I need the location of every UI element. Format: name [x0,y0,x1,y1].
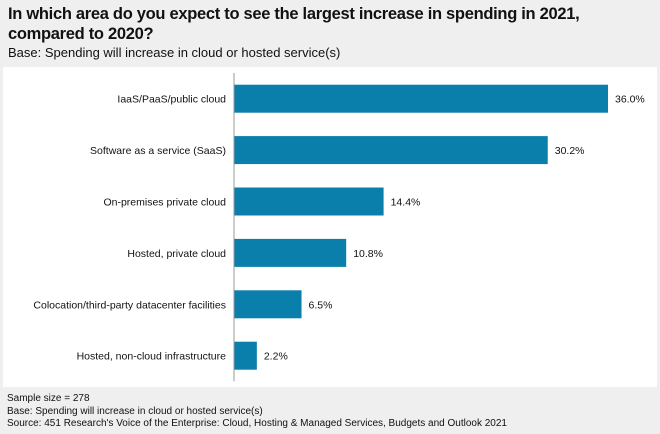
chart-title: In which area do you expect to see the l… [8,5,580,43]
bar [234,84,608,113]
bar [234,136,548,165]
category-label: Software as a service (SaaS) [90,145,226,157]
value-label: 14.4% [391,197,421,209]
bar [234,290,302,319]
footer-source: Source: 451 Research's Voice of the Ente… [7,418,507,429]
value-label: 10.8% [353,248,383,260]
chart-subtitle: Base: Spending will increase in cloud or… [8,45,341,60]
category-label: Hosted, private cloud [127,248,226,260]
value-label: 6.5% [309,299,333,311]
sample-size: Sample size = 278 [7,393,90,404]
chart-footer: Sample size = 278 Base: Spending will in… [7,393,507,431]
value-label: 36.0% [615,94,645,106]
bar [234,238,347,267]
category-label: Hosted, non-cloud infrastructure [77,351,227,363]
bar [234,341,257,370]
value-label: 30.2% [555,145,585,157]
bar [234,187,384,216]
footer-base: Base: Spending will increase in cloud or… [7,405,263,417]
chart-panel [3,67,657,387]
category-label: IaaS/PaaS/public cloud [117,94,226,106]
category-label: On-premises private cloud [103,197,226,209]
category-label: Colocation/third-party datacenter facili… [33,299,226,311]
value-label: 2.2% [264,351,288,363]
